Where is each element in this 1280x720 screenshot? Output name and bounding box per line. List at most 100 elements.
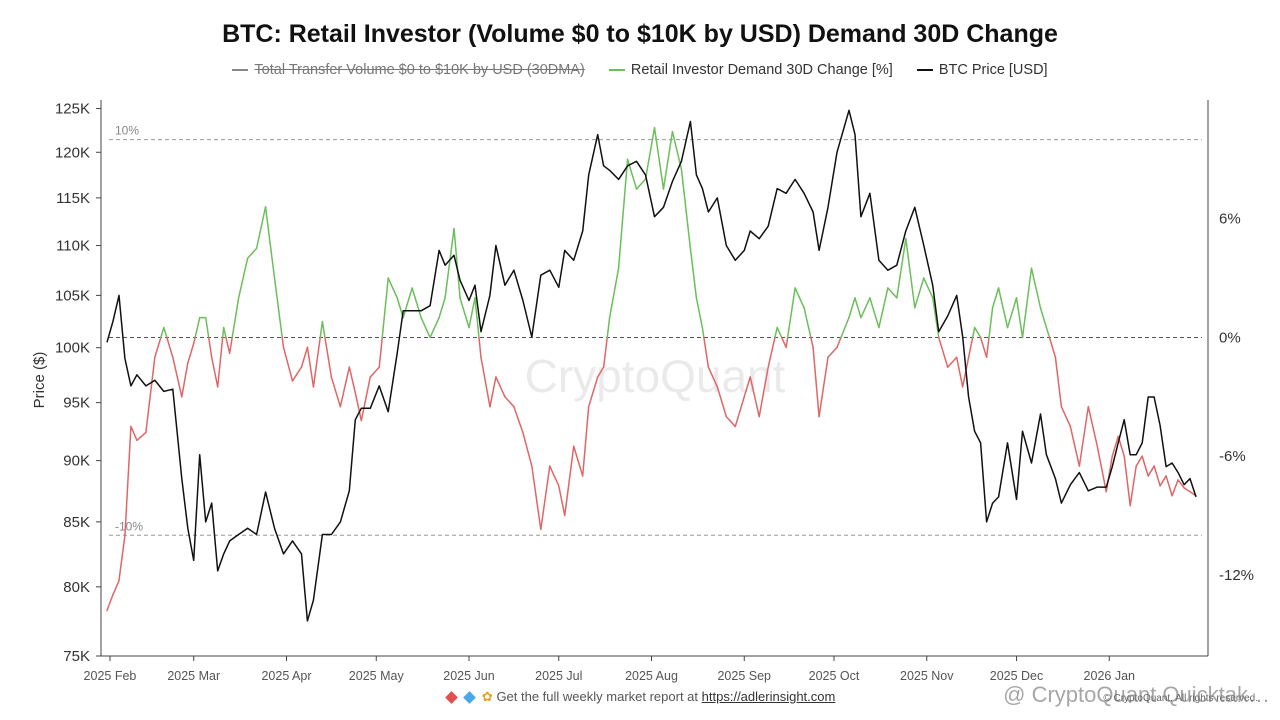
- demand-segment: [937, 336, 949, 368]
- demand-segment: [531, 465, 542, 531]
- demand-segment: [803, 307, 812, 339]
- demand-segment: [118, 534, 126, 582]
- demand-segment: [662, 130, 674, 190]
- demand-segment: [734, 396, 746, 428]
- y-left-tick-label: 90K: [63, 453, 90, 470]
- legend-item-retail-demand[interactable]: Retail Investor Demand 30D Change [%]: [608, 62, 893, 78]
- demand-segment: [887, 287, 898, 299]
- y-left-tick-label: 80K: [63, 579, 90, 596]
- demand-segment: [749, 376, 760, 418]
- demand-segment: [513, 405, 524, 434]
- demand-segment: [840, 316, 850, 339]
- demand-segment: [707, 366, 719, 388]
- y-left-tick-label: 125K: [55, 101, 90, 118]
- demand-segment: [306, 346, 315, 388]
- demand-segment: [453, 227, 461, 299]
- demand-segment: [860, 297, 871, 319]
- demand-segment: [563, 445, 575, 517]
- demand-segment: [776, 326, 783, 339]
- demand-segment: [1039, 307, 1048, 329]
- demand-segment: [680, 168, 692, 250]
- demand-segment: [273, 277, 283, 339]
- demand-segment: [767, 336, 776, 368]
- raised-hands-icon: ✿: [481, 689, 493, 704]
- demand-segment: [549, 465, 560, 487]
- demand-segment: [1177, 479, 1185, 489]
- demand-segment: [106, 593, 114, 612]
- x-tick-label: 2025 Nov: [900, 669, 954, 683]
- demand-segment: [480, 356, 491, 408]
- reference-line-label: 10%: [115, 124, 139, 138]
- demand-segment: [743, 376, 751, 398]
- demand-segment: [312, 336, 321, 388]
- demand-segment: [1030, 267, 1042, 309]
- demand-segment: [1111, 435, 1119, 457]
- demand-segment: [1069, 425, 1081, 467]
- legend-swatch-retail-demand: [608, 69, 625, 71]
- series-layer: [106, 109, 1197, 622]
- legend-label-retail-demand: Retail Investor Demand 30D Change [%]: [630, 62, 893, 78]
- demand-segment: [378, 336, 383, 368]
- demand-segment: [923, 277, 934, 299]
- demand-segment: [216, 336, 224, 388]
- demand-segment: [369, 366, 380, 378]
- demand-segment: [608, 267, 620, 319]
- x-tick-label: 2025 Apr: [261, 669, 311, 683]
- demand-segment: [181, 362, 189, 398]
- x-tick-label: 2025 Feb: [84, 669, 137, 683]
- demand-segment: [154, 336, 162, 358]
- demand-segment: [130, 425, 138, 442]
- demand-segment: [587, 376, 599, 408]
- demand-segment: [1159, 475, 1167, 487]
- demand-segment: [489, 376, 497, 408]
- footer-text: Get the full weekly market report at: [496, 689, 699, 704]
- footer-link[interactable]: https://adlerinsight.com: [701, 689, 836, 704]
- demand-segment: [444, 227, 455, 299]
- demand-segment: [324, 336, 333, 378]
- demand-segment: [991, 287, 1000, 309]
- x-tick-label: 2025 Dec: [990, 669, 1044, 683]
- legend-label-btc-price: BTC Price [USD]: [938, 62, 1048, 78]
- demand-segment: [695, 297, 704, 329]
- y-left-tick-label: 120K: [55, 144, 90, 161]
- demand-segment: [725, 415, 737, 428]
- y-right-tick-label: -6%: [1219, 448, 1246, 465]
- demand-segment: [617, 158, 629, 269]
- demand-segment: [703, 336, 710, 368]
- demand-segment: [1147, 465, 1155, 477]
- demand-segment: [905, 237, 916, 309]
- corner-credit: © CryptoQuant. All rights reserved.: [1103, 693, 1258, 704]
- legend-item-btc-price[interactable]: BTC Price [USD]: [916, 62, 1048, 78]
- axes: 75K 80K 85K 90K 95K 100K 105K 110K 115K 120K 125K 6…: [55, 100, 1254, 683]
- demand-segment: [1153, 465, 1161, 487]
- demand-segment: [360, 376, 372, 422]
- demand-segment: [1048, 336, 1057, 358]
- demand-segment: [1165, 475, 1173, 497]
- demand-segment: [701, 326, 705, 339]
- demand-segment: [228, 336, 233, 355]
- demand-segment: [112, 580, 120, 596]
- demand-segment: [794, 287, 805, 309]
- demand-segment: [504, 396, 515, 408]
- demand-segment: [281, 336, 285, 349]
- legend-item-transfer-volume[interactable]: Total Transfer Volume $0 to $10K by USD …: [232, 62, 585, 78]
- demand-segment: [774, 326, 778, 339]
- x-tick-label: 2025 Oct: [809, 669, 860, 683]
- demand-segment: [291, 366, 303, 382]
- y-right-tick-label: 0%: [1219, 329, 1241, 346]
- demand-segment: [136, 431, 147, 442]
- demand-segment: [381, 277, 389, 339]
- demand-segment: [997, 287, 1009, 329]
- demand-segment: [172, 356, 183, 398]
- demand-segment: [237, 257, 249, 299]
- demand-segment: [985, 336, 990, 358]
- legend: Total Transfer Volume $0 to $10K by USD …: [0, 62, 1280, 78]
- demand-segment: [478, 336, 482, 358]
- demand-segment: [282, 346, 294, 382]
- y-right-tick-label: 6%: [1219, 211, 1241, 228]
- demand-segment: [716, 386, 728, 418]
- watermark: CryptoQuant: [525, 350, 786, 402]
- demand-segment: [1135, 455, 1143, 467]
- demand-segment: [558, 485, 566, 517]
- demand-segment: [540, 465, 551, 531]
